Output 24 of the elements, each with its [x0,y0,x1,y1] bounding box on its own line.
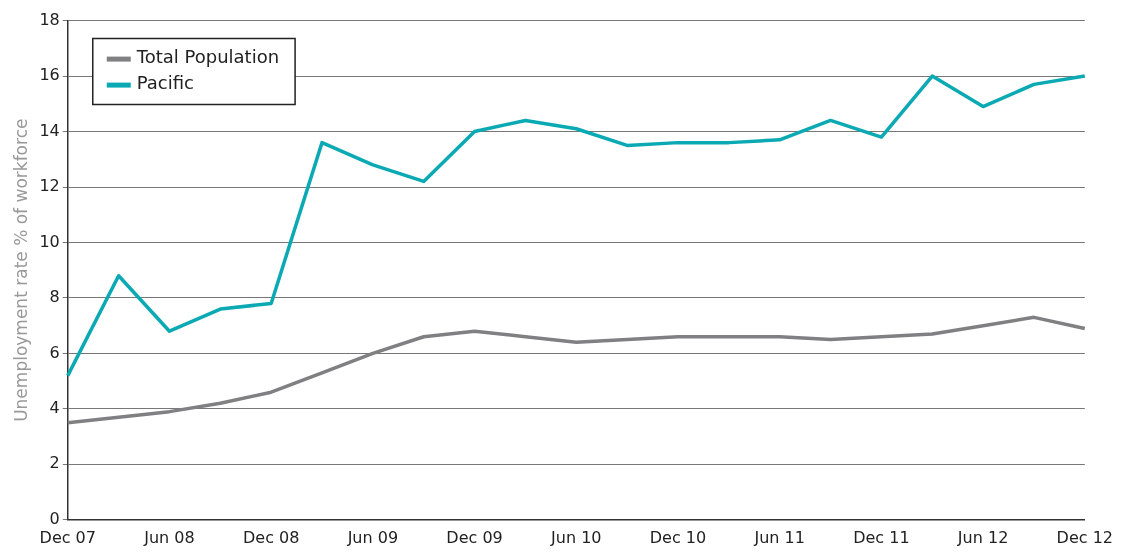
x-tick-label: Dec 07 [39,527,96,547]
y-tick-label: 4 [49,398,60,418]
y-tick-label: 10 [39,231,60,251]
x-tick-label: Dec 10 [649,527,707,547]
legend-label: Total Population [135,46,280,68]
x-tick-label: Dec 11 [853,527,910,547]
x-tick-label: Jun 10 [550,527,602,547]
y-tick-label: 0 [49,508,60,528]
x-tick-label: Jun 08 [143,527,195,547]
y-tick-label: 8 [49,287,60,307]
y-tick-label: 16 [39,65,60,85]
y-tick-label: 6 [49,342,60,362]
x-tick-label: Dec 08 [242,527,300,547]
y-axis-title: Unemployment rate % of workforce [10,118,31,422]
y-tick-label: 2 [49,453,60,473]
x-tick-label: Dec 12 [1056,527,1113,547]
y-tick-label: 14 [39,120,60,140]
y-tick-label: 12 [39,176,60,196]
legend-label: Pacific [136,72,194,94]
y-tick-label: 18 [39,9,60,29]
x-tick-label: Dec 09 [446,527,503,547]
x-tick-label: Jun 09 [346,527,399,547]
x-tick-label: Jun 12 [956,527,1009,547]
x-tick-label: Jun 11 [753,527,805,547]
